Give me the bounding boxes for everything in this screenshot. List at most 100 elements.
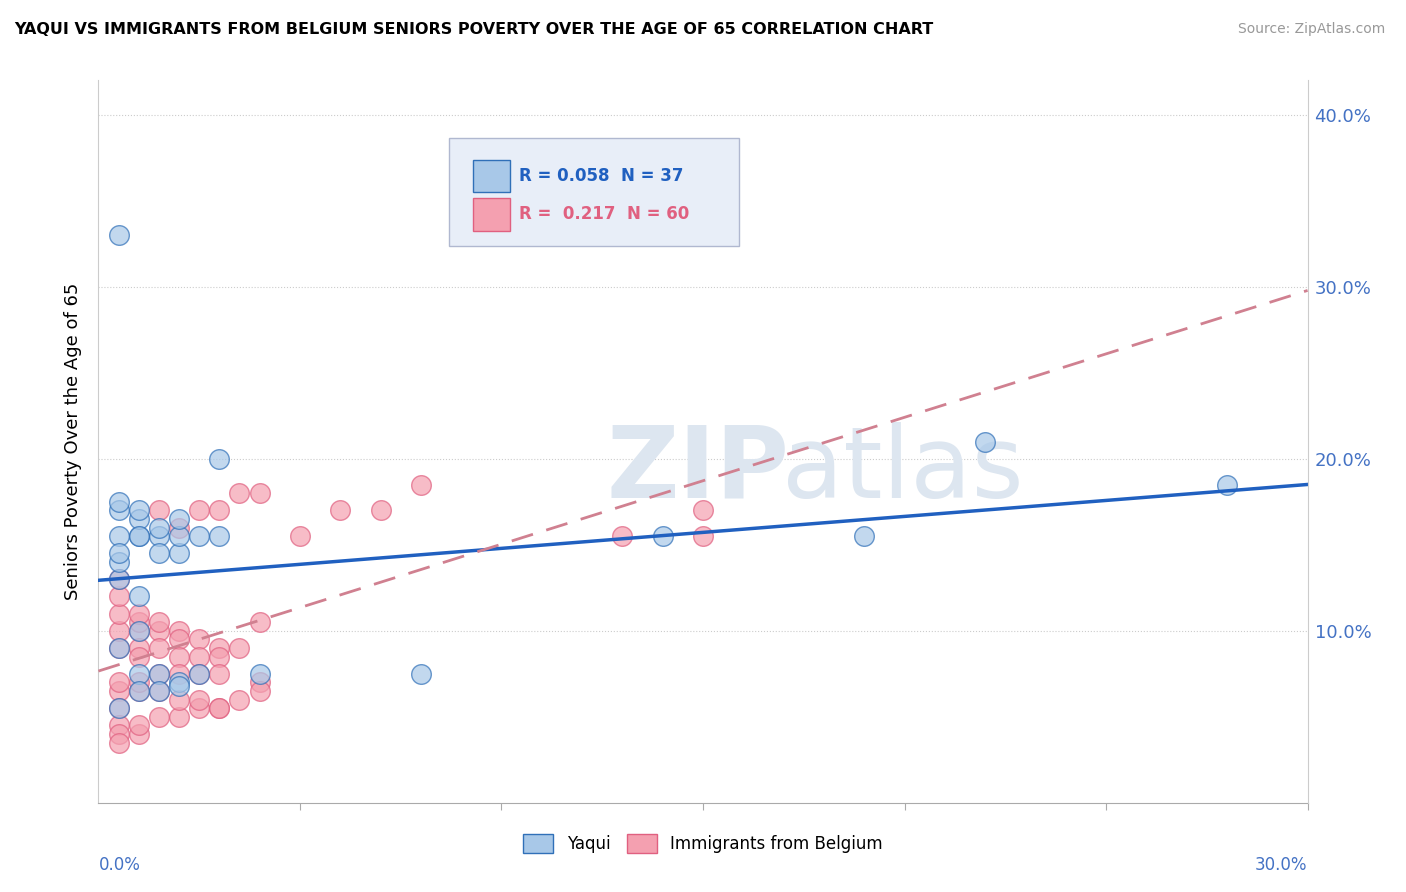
Point	[107, 640, 129, 655]
Y-axis label: Seniors Poverty Over the Age of 65: Seniors Poverty Over the Age of 65	[63, 283, 82, 600]
Point	[128, 529, 150, 543]
Point	[409, 477, 432, 491]
Point	[249, 615, 271, 630]
Point	[853, 529, 876, 543]
Point	[167, 546, 190, 560]
Point	[128, 649, 150, 664]
Point	[128, 503, 150, 517]
Point	[128, 684, 150, 698]
Point	[107, 555, 129, 569]
Point	[188, 632, 211, 647]
Point	[128, 607, 150, 621]
Point	[208, 529, 231, 543]
Point	[370, 503, 392, 517]
Point	[167, 666, 190, 681]
Point	[288, 529, 311, 543]
Point	[128, 666, 150, 681]
Point	[208, 649, 231, 664]
Point	[107, 607, 129, 621]
Point	[107, 727, 129, 741]
Point	[188, 529, 211, 543]
Point	[107, 572, 129, 586]
Text: R = 0.058  N = 37: R = 0.058 N = 37	[519, 167, 683, 185]
Point	[148, 640, 170, 655]
Point	[208, 640, 231, 655]
Point	[208, 451, 231, 466]
Point	[208, 701, 231, 715]
Point	[167, 512, 190, 526]
Point	[128, 624, 150, 638]
Point	[188, 666, 211, 681]
Point	[249, 684, 271, 698]
Text: atlas: atlas	[782, 422, 1024, 519]
Point	[208, 701, 231, 715]
Point	[148, 503, 170, 517]
Point	[249, 675, 271, 690]
Point	[148, 666, 170, 681]
Text: ZIP: ZIP	[606, 422, 789, 519]
Point	[107, 228, 129, 243]
Point	[167, 679, 190, 693]
Point	[148, 520, 170, 534]
Point	[188, 692, 211, 706]
Point	[107, 735, 129, 749]
Point	[107, 718, 129, 732]
Point	[128, 640, 150, 655]
Point	[128, 727, 150, 741]
Point	[228, 486, 250, 500]
Point	[409, 666, 432, 681]
Point	[692, 529, 714, 543]
Point	[228, 640, 250, 655]
Point	[128, 684, 150, 698]
Point	[128, 718, 150, 732]
Point	[128, 624, 150, 638]
Point	[974, 434, 997, 449]
Point	[128, 590, 150, 604]
Point	[249, 486, 271, 500]
Point	[167, 710, 190, 724]
Point	[167, 632, 190, 647]
Point	[167, 529, 190, 543]
Point	[188, 503, 211, 517]
Point	[107, 640, 129, 655]
Point	[651, 529, 673, 543]
Point	[148, 666, 170, 681]
Point	[107, 494, 129, 508]
Point	[148, 624, 170, 638]
Legend: Yaqui, Immigrants from Belgium: Yaqui, Immigrants from Belgium	[516, 827, 890, 860]
FancyBboxPatch shape	[474, 198, 509, 230]
Point	[148, 546, 170, 560]
Point	[107, 684, 129, 698]
FancyBboxPatch shape	[449, 138, 740, 246]
Point	[148, 529, 170, 543]
Point	[128, 529, 150, 543]
Point	[128, 512, 150, 526]
Point	[249, 666, 271, 681]
Point	[692, 503, 714, 517]
Point	[148, 684, 170, 698]
Point	[148, 615, 170, 630]
Point	[167, 675, 190, 690]
Text: 0.0%: 0.0%	[98, 855, 141, 873]
Point	[228, 692, 250, 706]
Point	[329, 503, 352, 517]
Point	[148, 710, 170, 724]
Point	[107, 624, 129, 638]
Point	[128, 615, 150, 630]
Point	[107, 701, 129, 715]
Text: YAQUI VS IMMIGRANTS FROM BELGIUM SENIORS POVERTY OVER THE AGE OF 65 CORRELATION : YAQUI VS IMMIGRANTS FROM BELGIUM SENIORS…	[14, 22, 934, 37]
Point	[188, 666, 211, 681]
Point	[167, 624, 190, 638]
Text: 30.0%: 30.0%	[1256, 855, 1308, 873]
Text: Source: ZipAtlas.com: Source: ZipAtlas.com	[1237, 22, 1385, 37]
Point	[167, 520, 190, 534]
Point	[128, 675, 150, 690]
Point	[612, 529, 634, 543]
Point	[107, 675, 129, 690]
Point	[107, 546, 129, 560]
Point	[148, 684, 170, 698]
Point	[208, 503, 231, 517]
FancyBboxPatch shape	[474, 160, 509, 193]
Point	[167, 649, 190, 664]
Point	[167, 692, 190, 706]
